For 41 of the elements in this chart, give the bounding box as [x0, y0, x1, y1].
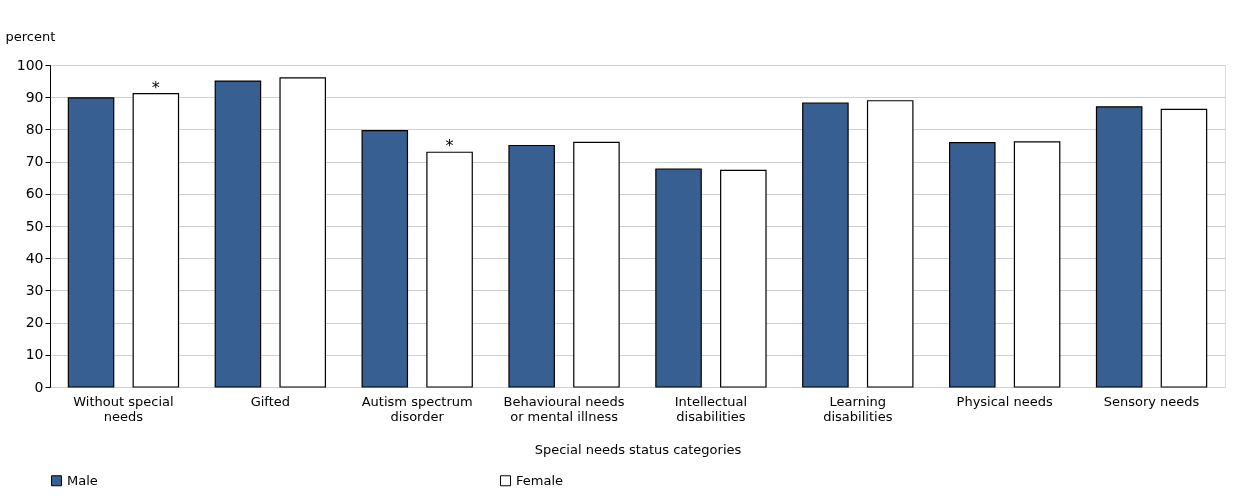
y-tick-label: 100: [16, 56, 44, 73]
bar: [1095, 106, 1143, 388]
y-tick-label: 30: [25, 281, 44, 298]
bar: [573, 141, 620, 388]
bar: [1013, 141, 1061, 388]
y-tick-label: 80: [25, 120, 44, 137]
x-tick-label: Behavioural needs or mental illness: [503, 393, 625, 424]
bar: [508, 144, 555, 388]
data-label: *: [445, 136, 454, 156]
bar: [1160, 108, 1208, 388]
bar: [949, 142, 996, 388]
bar: [655, 168, 702, 388]
x-tick-label: Without special needs: [73, 393, 174, 424]
bar: [279, 77, 326, 388]
bar: [720, 169, 767, 388]
bar: [361, 130, 409, 388]
legend-label: Female: [516, 472, 564, 488]
y-tick-label: 10: [25, 346, 44, 363]
x-tick-label: Learning disabilities: [823, 393, 893, 424]
bar: [802, 102, 849, 388]
y-tick-label: 0: [34, 378, 44, 395]
bar: [132, 93, 180, 388]
x-tick-label: Physical needs: [956, 393, 1054, 409]
x-tick-label: Intellectual disabilities: [674, 393, 748, 424]
y-tick-label: 20: [25, 314, 44, 331]
x-tick-label: Gifted: [250, 393, 291, 409]
y-tick-label: 60: [25, 185, 44, 202]
x-tick-label: Autism spectrum disorder: [361, 393, 473, 424]
y-tick-label: 70: [25, 153, 44, 170]
bar: [214, 80, 262, 388]
y-tick-label: 90: [25, 88, 44, 105]
x-axis-title: Special needs status categories: [534, 441, 742, 457]
y-tick-label: 40: [25, 249, 44, 266]
legend-label: Male: [67, 472, 98, 488]
y-axis-title: percent: [5, 28, 56, 44]
y-tick-label: 50: [25, 217, 44, 234]
bar: [67, 97, 115, 388]
x-tick-label: Sensory needs: [1103, 393, 1200, 409]
bar: [426, 151, 473, 388]
data-label: *: [151, 77, 160, 97]
bar: [866, 100, 914, 388]
